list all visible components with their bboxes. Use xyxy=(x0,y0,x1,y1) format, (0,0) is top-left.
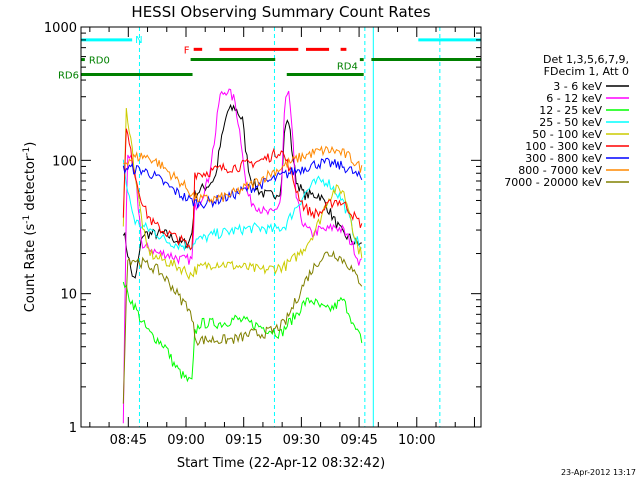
x-tick-label-2: 09:15 xyxy=(225,433,262,448)
x-tick-label-5: 10:00 xyxy=(398,433,435,448)
plot-frame xyxy=(80,26,482,428)
series-line-9 xyxy=(122,250,363,404)
legend-label-5: 50 - 100 keV xyxy=(532,128,602,141)
flag-label-rd4: RD4 xyxy=(337,62,358,73)
plot-area: N F RD0 RD4 RD6 xyxy=(58,27,481,427)
x-tick-label-0: 08:45 xyxy=(110,433,147,448)
legend-header-0: Det 1,3,5,6,7,9, xyxy=(543,53,629,66)
flag-label-rd6: RD6 xyxy=(58,71,79,82)
legend-label-6: 100 - 300 keV xyxy=(525,140,602,153)
series-line-2 xyxy=(122,88,363,424)
y-axis-label: Count Rate (s-1 detector-1) xyxy=(22,142,38,313)
legend-label-9: 7000 - 20000 keV xyxy=(504,176,602,189)
y-tick-label-3: 1000 xyxy=(44,21,77,36)
legend-header-1: FDecim 1, Att 0 xyxy=(544,65,629,78)
timestamp: 23-Apr-2012 13:17 xyxy=(561,468,636,477)
legend: Det 1,3,5,6,7,9,FDecim 1, Att 0 3 - 6 keV… xyxy=(504,53,629,189)
series-line-3 xyxy=(122,281,363,383)
y-tick-label-0: 1 xyxy=(69,421,77,436)
y-tick-label-1: 10 xyxy=(60,288,77,303)
legend-label-8: 800 - 7000 keV xyxy=(518,164,602,177)
y-axis-label-sup1: -1 xyxy=(22,215,32,224)
y-axis-label-main: Count Rate (s xyxy=(23,224,38,313)
y-axis-label-end: ) xyxy=(23,142,38,147)
series-line-6 xyxy=(122,128,363,251)
series-line-1 xyxy=(122,103,362,279)
x-axis-label: Start Time (22-Apr-12 08:32:42) xyxy=(177,456,385,471)
x-tick-label-1: 09:00 xyxy=(167,433,204,448)
y-axis-label-mid: detector xyxy=(23,155,38,215)
y-axis-label-sup2: -1 xyxy=(22,147,32,156)
axes: 1 10 100 1000 08:45 09:00 09:15 09:30 09:45 10:00 xyxy=(44,21,481,448)
flag-label-n: N xyxy=(135,35,142,46)
legend-label-2: 6 - 12 keV xyxy=(546,92,602,105)
chart-title: HESSI Observing Summary Count Rates xyxy=(131,3,430,21)
legend-label-7: 300 - 800 keV xyxy=(525,152,602,165)
legend-label-3: 12 - 25 keV xyxy=(539,104,602,117)
series-line-4 xyxy=(122,159,362,252)
legend-label-4: 25 - 50 keV xyxy=(539,116,602,129)
y-tick-label-2: 100 xyxy=(52,154,77,169)
series-line-8 xyxy=(123,145,363,204)
series-line-5 xyxy=(122,107,363,281)
flag-label-f: F xyxy=(184,45,190,56)
legend-label-1: 3 - 6 keV xyxy=(553,80,602,93)
x-tick-label-3: 09:30 xyxy=(283,433,320,448)
x-tick-label-4: 09:45 xyxy=(340,433,377,448)
flag-label-rd0: RD0 xyxy=(89,56,110,67)
